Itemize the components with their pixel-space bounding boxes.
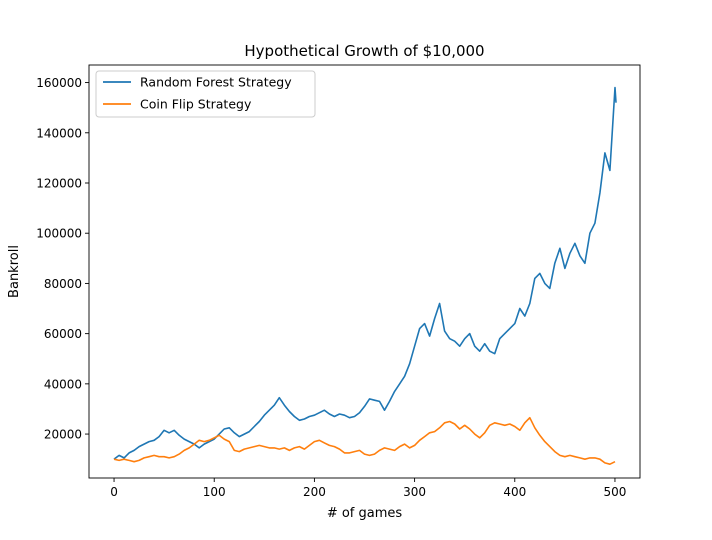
series-line-1 xyxy=(113,416,616,465)
y-tick-label: 40000 xyxy=(44,377,82,391)
x-axis-label: # of games xyxy=(327,506,403,521)
x-tick-label: 0 xyxy=(110,485,118,499)
legend-label-0: Random Forest Strategy xyxy=(140,75,292,90)
y-axis-label: Bankroll xyxy=(7,245,22,298)
x-tick-label: 100 xyxy=(203,485,226,499)
y-axis: 20000 40000 60000 80000 100000 120000 140000 16… xyxy=(36,76,89,442)
legend: Random Forest Strategy Coin Flip Strategy xyxy=(95,70,316,118)
x-tick-label: 200 xyxy=(303,485,326,499)
y-tick-label: 100000 xyxy=(36,227,82,241)
y-tick-label: 140000 xyxy=(36,126,82,140)
x-axis: 0 100 200 300 400 500 xyxy=(110,478,626,499)
y-tick-label: 20000 xyxy=(44,428,82,442)
y-tick-label: 160000 xyxy=(36,76,82,90)
x-tick-label: 300 xyxy=(403,485,426,499)
x-tick-label: 500 xyxy=(604,485,627,499)
x-tick-label: 400 xyxy=(503,485,526,499)
plot-area xyxy=(89,65,640,478)
legend-label-1: Coin Flip Strategy xyxy=(140,97,252,112)
y-tick-label: 80000 xyxy=(44,277,82,291)
y-tick-label: 60000 xyxy=(44,327,82,341)
plot-frame xyxy=(88,64,641,479)
y-tick-label: 120000 xyxy=(36,177,82,191)
chart-title: Hypothetical Growth of $10,000 xyxy=(244,42,484,60)
series-layer xyxy=(113,86,617,465)
series-line-0 xyxy=(113,86,617,460)
legend-box xyxy=(95,70,316,118)
